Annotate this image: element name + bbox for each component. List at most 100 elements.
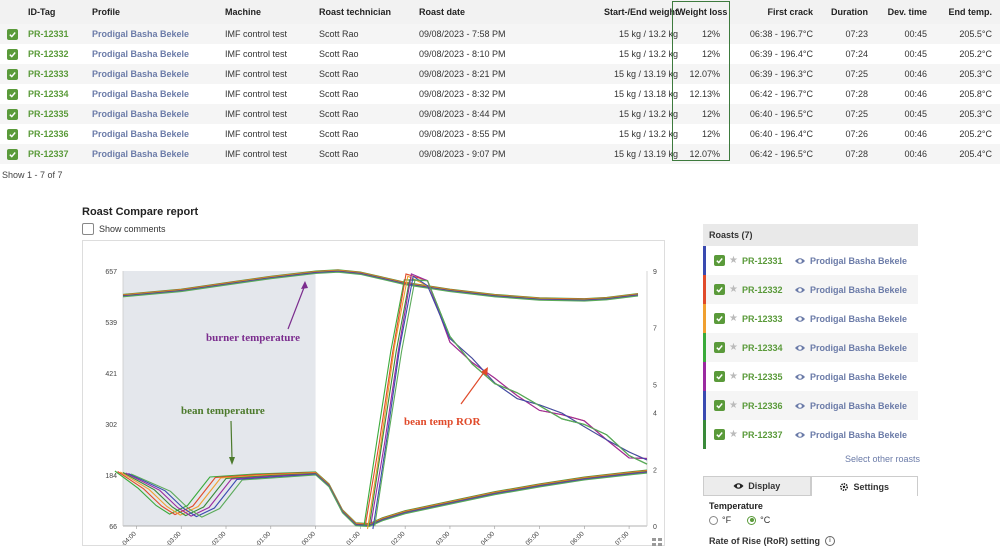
roast-profile-name[interactable]: Prodigal Basha Bekele [809, 400, 908, 411]
star-icon[interactable]: ★ [729, 400, 738, 411]
row-profile[interactable]: Prodigal Basha Bekele [92, 89, 190, 99]
eye-icon[interactable] [794, 430, 806, 440]
roast-checkbox[interactable] [714, 313, 725, 324]
roast-checkbox[interactable] [714, 371, 725, 382]
table-row[interactable]: PR-12335 Prodigal Basha Bekele IMF control… [0, 104, 1000, 124]
col-dev-time[interactable]: Dev. time [887, 7, 927, 17]
col-weight-loss[interactable]: Weight loss [677, 7, 728, 17]
roast-list-item[interactable]: ★ PR-12333 Prodigal Basha Bekele [703, 304, 918, 333]
row-first-crack: 06:39 - 196.3°C [749, 69, 813, 79]
row-checkbox[interactable] [7, 128, 18, 140]
roast-profile-name[interactable]: Prodigal Basha Bekele [809, 429, 908, 440]
roast-list-item[interactable]: ★ PR-12332 Prodigal Basha Bekele [703, 275, 918, 304]
col-duration[interactable]: Duration [831, 7, 868, 17]
unit-f-radio[interactable]: °F [709, 515, 731, 525]
tab-display[interactable]: Display [703, 476, 811, 496]
roast-tag[interactable]: PR-12336 [741, 400, 783, 411]
roast-tag[interactable]: PR-12333 [741, 313, 783, 324]
row-id-tag[interactable]: PR-12336 [28, 129, 69, 139]
row-checkbox[interactable] [7, 88, 18, 100]
roast-checkbox[interactable] [714, 400, 725, 411]
roast-tag[interactable]: PR-12332 [741, 284, 783, 295]
table-row[interactable]: PR-12333 Prodigal Basha Bekele IMF control… [0, 64, 1000, 84]
table-row[interactable]: PR-12331 Prodigal Basha Bekele IMF control… [0, 24, 1000, 44]
roast-checkbox[interactable] [714, 255, 725, 266]
row-profile[interactable]: Prodigal Basha Bekele [92, 129, 190, 139]
col-date[interactable]: Roast date [419, 7, 466, 17]
table-row[interactable]: PR-12334 Prodigal Basha Bekele IMF control… [0, 84, 1000, 104]
eye-icon[interactable] [794, 256, 806, 266]
eye-icon[interactable] [794, 401, 806, 411]
table-row[interactable]: PR-12332 Prodigal Basha Bekele IMF control… [0, 44, 1000, 64]
unit-c-radio[interactable]: °C [747, 515, 770, 525]
row-date: 09/08/2023 - 8:32 PM [419, 89, 506, 99]
roast-tag[interactable]: PR-12335 [741, 371, 783, 382]
row-profile[interactable]: Prodigal Basha Bekele [92, 49, 190, 59]
row-profile[interactable]: Prodigal Basha Bekele [92, 69, 190, 79]
row-checkbox[interactable] [7, 28, 18, 40]
roast-tag[interactable]: PR-12331 [741, 255, 783, 266]
roast-chart[interactable]: 66 184 302 421 539 657 0 2 4 5 7 9 -04:00 -03:00 -02:0… [82, 240, 665, 547]
show-comments-toggle[interactable]: Show comments [82, 223, 166, 235]
star-icon[interactable]: ★ [729, 284, 738, 295]
roast-list-item[interactable]: ★ PR-12331 Prodigal Basha Bekele [703, 246, 918, 275]
row-id-tag[interactable]: PR-12334 [28, 89, 69, 99]
col-end-temp[interactable]: End temp. [948, 7, 992, 17]
star-icon[interactable]: ★ [729, 342, 738, 353]
row-profile[interactable]: Prodigal Basha Bekele [92, 29, 190, 39]
star-icon[interactable]: ★ [729, 371, 738, 382]
row-id-tag[interactable]: PR-12335 [28, 109, 69, 119]
roast-checkbox[interactable] [714, 429, 725, 440]
roast-profile-name[interactable]: Prodigal Basha Bekele [809, 284, 908, 295]
roast-list-item[interactable]: ★ PR-12337 Prodigal Basha Bekele [703, 420, 918, 449]
report-title: Roast Compare report [82, 206, 199, 218]
row-checkbox[interactable] [7, 148, 18, 160]
info-icon[interactable]: i [825, 536, 836, 546]
star-icon[interactable]: ★ [729, 313, 738, 324]
col-first-crack[interactable]: First crack [767, 7, 813, 17]
roast-tag[interactable]: PR-12337 [741, 429, 783, 440]
roast-list-item[interactable]: ★ PR-12336 Prodigal Basha Bekele [703, 391, 918, 420]
eye-icon[interactable] [794, 343, 806, 353]
tab-settings[interactable]: Settings [810, 476, 918, 496]
select-other-roasts-link[interactable]: Select other roasts [845, 454, 921, 464]
row-checkbox[interactable] [7, 108, 18, 120]
col-technician[interactable]: Roast technician [319, 7, 392, 17]
eye-icon[interactable] [794, 314, 806, 324]
table-row[interactable]: PR-12336 Prodigal Basha Bekele IMF control… [0, 124, 1000, 144]
col-profile[interactable]: Profile [92, 7, 121, 17]
row-profile[interactable]: Prodigal Basha Bekele [92, 149, 190, 159]
roast-list-item[interactable]: ★ PR-12334 Prodigal Basha Bekele [703, 333, 918, 362]
roast-profile-name[interactable]: Prodigal Basha Bekele [809, 313, 908, 324]
eye-icon[interactable] [794, 285, 806, 295]
col-weight[interactable]: Start-/End weight [604, 7, 678, 17]
row-profile[interactable]: Prodigal Basha Bekele [92, 109, 190, 119]
row-id-tag[interactable]: PR-12337 [28, 149, 69, 159]
star-icon[interactable]: ★ [729, 429, 738, 440]
check-icon [9, 151, 16, 158]
roast-checkbox[interactable] [714, 284, 725, 295]
star-icon[interactable]: ★ [729, 255, 738, 266]
show-comments-checkbox[interactable] [82, 223, 94, 235]
resize-grip-icon[interactable] [652, 538, 662, 546]
row-id-tag[interactable]: PR-12331 [28, 29, 69, 39]
roast-profile-name[interactable]: Prodigal Basha Bekele [809, 371, 908, 382]
roast-list-item[interactable]: ★ PR-12335 Prodigal Basha Bekele [703, 362, 918, 391]
roast-checkbox[interactable] [714, 342, 725, 353]
radio-circle-c[interactable] [747, 515, 757, 525]
row-first-crack: 06:39 - 196.4°C [749, 49, 813, 59]
row-checkbox[interactable] [7, 48, 18, 60]
roast-profile-name[interactable]: Prodigal Basha Bekele [809, 342, 908, 353]
table-row[interactable]: PR-12337 Prodigal Basha Bekele IMF control… [0, 144, 1000, 164]
eye-icon[interactable] [794, 372, 806, 382]
roast-profile-name[interactable]: Prodigal Basha Bekele [809, 255, 908, 266]
row-id-tag[interactable]: PR-12333 [28, 69, 69, 79]
col-machine[interactable]: Machine [225, 7, 262, 17]
col-id-tag[interactable]: ID-Tag [28, 7, 56, 17]
roast-tag[interactable]: PR-12334 [741, 342, 783, 353]
row-checkbox[interactable] [7, 68, 18, 80]
check-icon [9, 111, 16, 118]
radio-circle-f[interactable] [709, 515, 718, 525]
row-weight-loss: 12.07% [689, 149, 720, 159]
row-id-tag[interactable]: PR-12332 [28, 49, 69, 59]
